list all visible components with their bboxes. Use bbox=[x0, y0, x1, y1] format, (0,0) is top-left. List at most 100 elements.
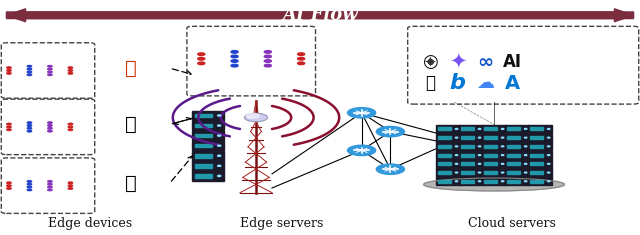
Bar bbox=[484, 145, 497, 148]
Text: ⌚: ⌚ bbox=[125, 59, 137, 78]
Bar bbox=[436, 125, 460, 133]
Circle shape bbox=[48, 68, 52, 70]
Circle shape bbox=[28, 130, 31, 132]
Bar bbox=[436, 151, 460, 159]
Bar bbox=[484, 136, 497, 139]
Circle shape bbox=[298, 57, 305, 60]
Circle shape bbox=[298, 62, 305, 65]
Bar bbox=[505, 177, 529, 185]
Circle shape bbox=[455, 163, 458, 164]
Circle shape bbox=[264, 55, 271, 58]
Bar bbox=[507, 136, 520, 139]
Bar bbox=[530, 145, 543, 148]
Bar bbox=[436, 177, 460, 185]
Bar bbox=[505, 151, 529, 159]
Circle shape bbox=[68, 188, 72, 189]
Text: 🐻: 🐻 bbox=[425, 74, 435, 92]
Bar bbox=[459, 168, 483, 177]
Text: AI Flow: AI Flow bbox=[282, 6, 358, 24]
Bar bbox=[438, 136, 451, 139]
Text: Cloud servers: Cloud servers bbox=[468, 217, 556, 230]
Circle shape bbox=[376, 126, 404, 137]
Bar bbox=[482, 125, 506, 133]
Circle shape bbox=[264, 60, 271, 62]
Bar bbox=[459, 133, 483, 142]
Bar bbox=[507, 153, 520, 157]
Bar bbox=[505, 142, 529, 150]
Bar bbox=[461, 162, 474, 165]
Bar bbox=[484, 162, 497, 165]
Circle shape bbox=[478, 146, 481, 147]
Circle shape bbox=[7, 129, 11, 130]
Circle shape bbox=[524, 137, 527, 138]
Bar bbox=[459, 177, 483, 185]
Circle shape bbox=[48, 184, 52, 185]
Circle shape bbox=[68, 123, 72, 125]
Circle shape bbox=[524, 163, 527, 164]
Bar bbox=[192, 171, 224, 181]
Bar bbox=[507, 171, 520, 174]
Bar bbox=[528, 125, 552, 133]
Circle shape bbox=[264, 51, 271, 53]
Circle shape bbox=[68, 129, 72, 130]
Bar bbox=[195, 124, 212, 127]
Text: 🚁: 🚁 bbox=[125, 174, 137, 193]
Bar bbox=[530, 153, 543, 157]
Circle shape bbox=[246, 114, 259, 118]
Bar bbox=[482, 160, 506, 168]
Circle shape bbox=[455, 146, 458, 147]
Circle shape bbox=[7, 185, 11, 186]
Bar bbox=[507, 180, 520, 183]
Circle shape bbox=[547, 137, 550, 138]
Bar bbox=[192, 131, 224, 140]
Circle shape bbox=[28, 74, 31, 75]
Circle shape bbox=[7, 182, 11, 184]
Bar bbox=[507, 145, 520, 148]
Circle shape bbox=[48, 189, 52, 191]
FancyBboxPatch shape bbox=[1, 158, 95, 213]
FancyArrow shape bbox=[6, 9, 634, 22]
Bar bbox=[438, 145, 451, 148]
Circle shape bbox=[28, 66, 31, 67]
Circle shape bbox=[547, 146, 550, 147]
Circle shape bbox=[28, 186, 31, 188]
Text: 📱: 📱 bbox=[125, 115, 137, 134]
Bar bbox=[507, 162, 520, 165]
Circle shape bbox=[48, 71, 52, 73]
Circle shape bbox=[68, 182, 72, 184]
Circle shape bbox=[501, 155, 504, 156]
Bar bbox=[436, 168, 460, 177]
Bar bbox=[461, 127, 474, 130]
Circle shape bbox=[231, 51, 238, 53]
Circle shape bbox=[524, 146, 527, 147]
Bar bbox=[192, 111, 224, 120]
Bar bbox=[528, 142, 552, 150]
Circle shape bbox=[455, 181, 458, 182]
Bar bbox=[461, 145, 474, 148]
Bar bbox=[459, 142, 483, 150]
Circle shape bbox=[68, 70, 72, 71]
Circle shape bbox=[28, 189, 31, 191]
Circle shape bbox=[28, 71, 31, 73]
Circle shape bbox=[348, 145, 376, 156]
Circle shape bbox=[231, 64, 238, 67]
Text: Edge servers: Edge servers bbox=[240, 217, 323, 230]
Bar bbox=[484, 153, 497, 157]
Bar bbox=[530, 127, 543, 130]
Bar bbox=[192, 121, 224, 130]
Circle shape bbox=[48, 66, 52, 67]
Circle shape bbox=[7, 73, 11, 74]
Circle shape bbox=[264, 64, 271, 67]
Circle shape bbox=[28, 122, 31, 123]
Circle shape bbox=[501, 172, 504, 173]
Bar bbox=[192, 141, 224, 150]
Circle shape bbox=[478, 172, 481, 173]
Bar bbox=[528, 160, 552, 168]
Circle shape bbox=[7, 188, 11, 189]
Bar bbox=[195, 174, 212, 178]
Bar bbox=[530, 162, 543, 165]
Circle shape bbox=[478, 181, 481, 182]
Bar bbox=[528, 168, 552, 177]
Text: b: b bbox=[450, 73, 465, 94]
Bar bbox=[195, 134, 212, 137]
